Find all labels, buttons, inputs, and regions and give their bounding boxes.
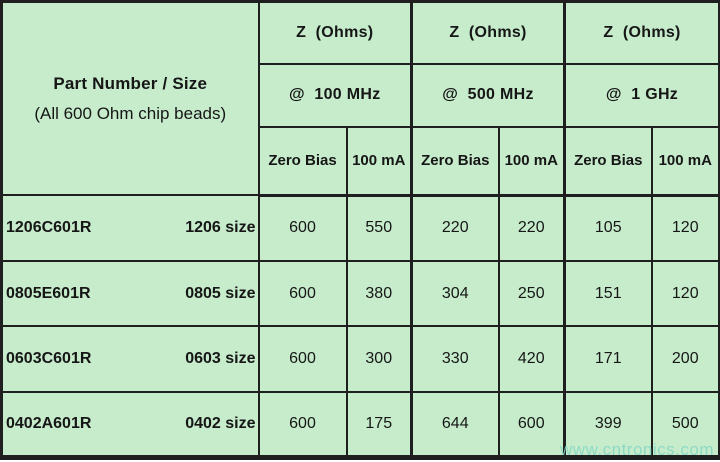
subheader-100ma: 100 mA [497, 125, 566, 197]
value-cell: 644 [410, 390, 500, 459]
value-cell: 330 [410, 325, 500, 393]
group-header-z-100mhz: Z (Ohms) [257, 0, 413, 66]
value-cell: 304 [410, 259, 500, 328]
header-row-quantity: Part Number / Size (All 600 Ohm chip bea… [0, 0, 720, 197]
freq-header-100mhz: @ 100 MHz [257, 63, 413, 128]
part-size: 1206 size [185, 218, 256, 236]
table-row: 0603C601R 0603 size 600 300 330 420 171 … [0, 325, 720, 393]
part-number-cell: 1206C601R 1206 size [0, 194, 260, 262]
subheader-zero-bias: Zero Bias [257, 125, 348, 197]
value-cell: 600 [257, 325, 348, 393]
subheader-100ma: 100 mA [650, 125, 720, 197]
value-cell: 600 [497, 390, 566, 459]
freq-header-500mhz: @ 500 MHz [410, 63, 566, 128]
part-number-cell: 0805E601R 0805 size [0, 259, 260, 328]
table-row: 0402A601R 0402 size 600 175 644 600 399 … [0, 390, 720, 459]
value-cell: 600 [257, 259, 348, 328]
value-cell: 600 [257, 390, 348, 459]
value-cell: 600 [257, 194, 348, 262]
group-header-z-500mhz: Z (Ohms) [410, 0, 566, 66]
value-cell: 200 [650, 325, 720, 393]
value-cell: 420 [497, 325, 566, 393]
subheader-100ma: 100 mA [345, 125, 413, 197]
part-number: 0402A601R [6, 414, 92, 432]
part-number: 1206C601R [6, 218, 92, 236]
subheader-zero-bias: Zero Bias [563, 125, 653, 197]
value-cell: 220 [410, 194, 500, 262]
value-cell: 120 [650, 259, 720, 328]
subheader-zero-bias: Zero Bias [410, 125, 500, 197]
table-row: 1206C601R 1206 size 600 550 220 220 105 … [0, 194, 720, 262]
value-cell: 399 [563, 390, 653, 459]
part-number-cell: 0402A601R 0402 size [0, 390, 260, 459]
corner-subtitle: (All 600 Ohm chip beads) [34, 103, 227, 123]
group-header-z-1ghz: Z (Ohms) [563, 0, 720, 66]
value-cell: 300 [345, 325, 413, 393]
part-size: 0402 size [185, 414, 256, 432]
part-size: 0603 size [185, 350, 256, 368]
part-number: 0603C601R [6, 350, 92, 368]
value-cell: 175 [345, 390, 413, 459]
value-cell: 105 [563, 194, 653, 262]
value-cell: 500 [650, 390, 720, 459]
freq-header-1ghz: @ 1 GHz [563, 63, 720, 128]
part-number: 0805E601R [6, 284, 91, 302]
part-size: 0805 size [185, 284, 256, 302]
corner-header-cell: Part Number / Size (All 600 Ohm chip bea… [0, 0, 260, 197]
value-cell: 220 [497, 194, 566, 262]
header-row-frequency: @ 100 MHz @ 500 MHz @ 1 GHz [2, 63, 720, 128]
value-cell: 550 [345, 194, 413, 262]
part-number-cell: 0603C601R 0603 size [0, 325, 260, 393]
value-cell: 250 [497, 259, 566, 328]
table-row: 0805E601R 0805 size 600 380 304 250 151 … [0, 259, 720, 328]
value-cell: 171 [563, 325, 653, 393]
value-cell: 151 [563, 259, 653, 328]
corner-title: Part Number / Size [53, 73, 208, 93]
header-row-bias: Zero Bias 100 mA Zero Bias 100 mA Zero B… [2, 125, 720, 197]
value-cell: 380 [345, 259, 413, 328]
value-cell: 120 [650, 194, 720, 262]
